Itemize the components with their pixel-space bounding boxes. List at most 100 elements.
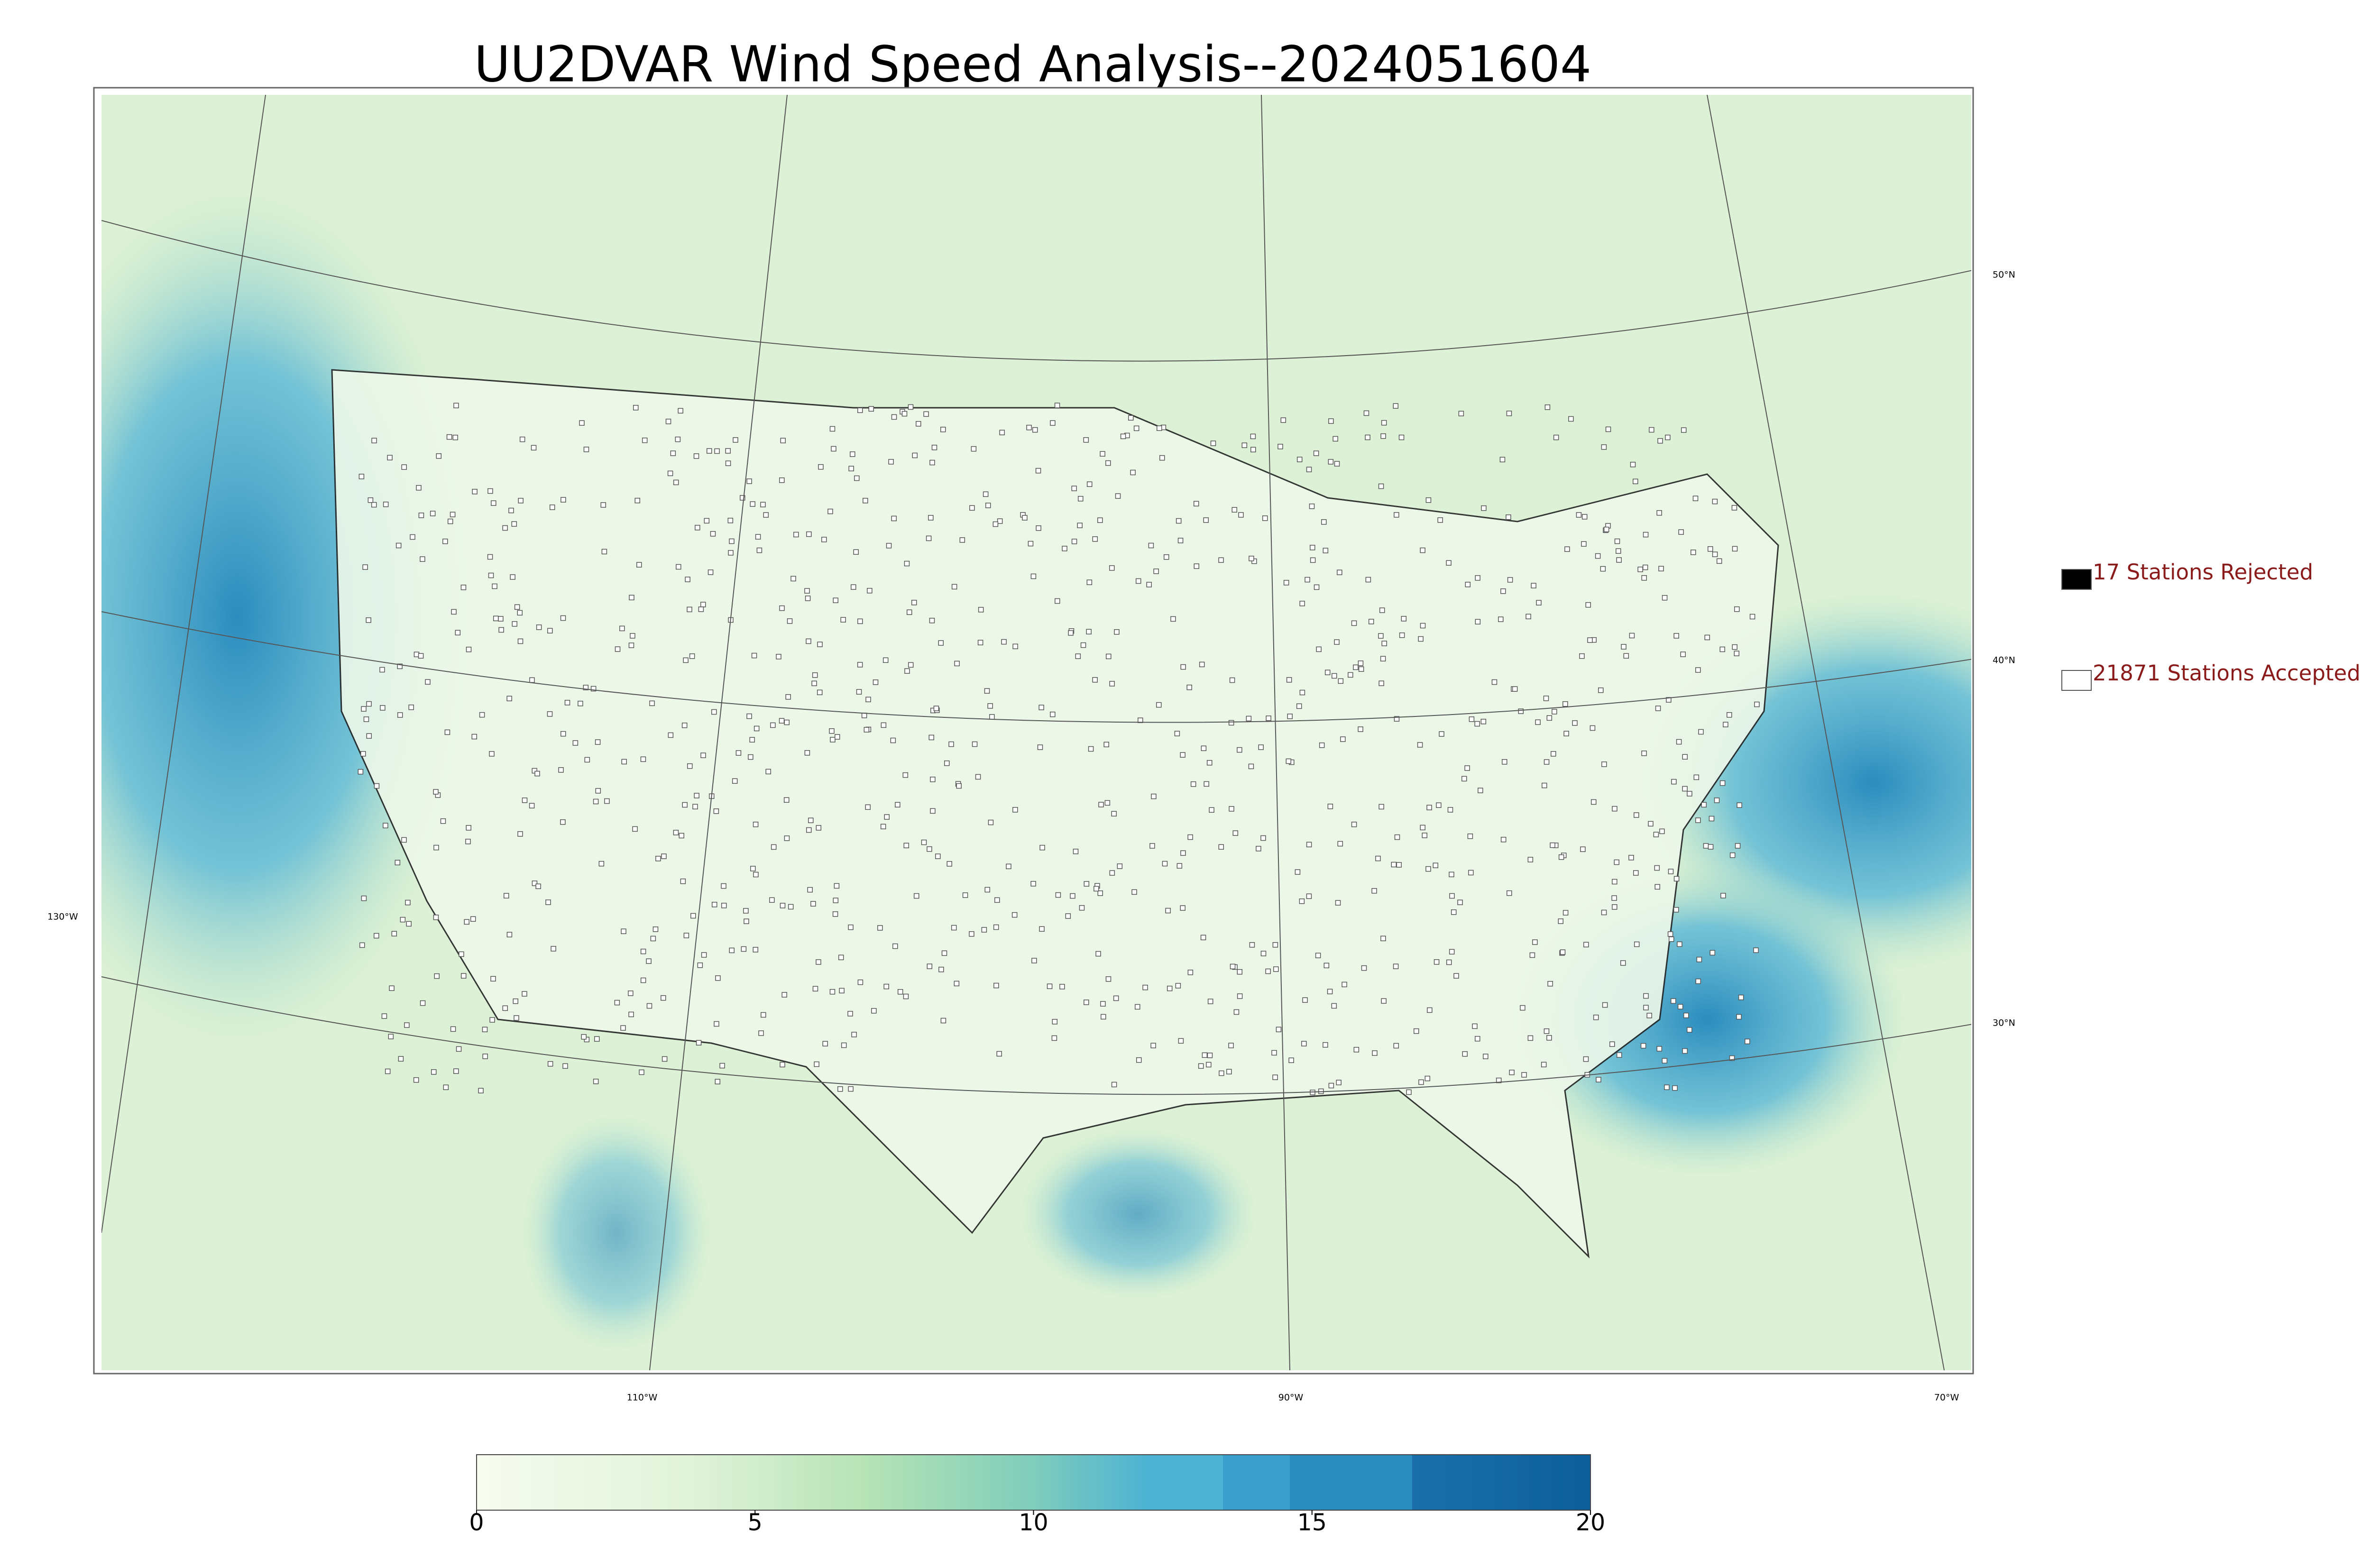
station-marker bbox=[1427, 1007, 1433, 1013]
station-marker bbox=[1105, 653, 1112, 660]
station-marker bbox=[1250, 447, 1256, 453]
station-marker bbox=[1413, 1028, 1419, 1034]
station-marker bbox=[1572, 720, 1578, 726]
station-marker bbox=[708, 569, 714, 575]
station-marker bbox=[985, 503, 991, 508]
station-marker bbox=[1149, 843, 1155, 849]
station-marker bbox=[1237, 969, 1243, 975]
station-marker bbox=[1754, 701, 1760, 707]
station-marker bbox=[652, 926, 659, 932]
station-marker bbox=[951, 925, 957, 931]
station-marker bbox=[721, 883, 726, 889]
station-marker bbox=[715, 1079, 721, 1084]
station-marker bbox=[1134, 1004, 1140, 1010]
station-marker bbox=[931, 445, 937, 450]
station-marker bbox=[913, 893, 919, 899]
station-marker bbox=[676, 564, 681, 570]
station-marker bbox=[1727, 712, 1732, 718]
station-marker bbox=[1026, 424, 1032, 431]
station-marker bbox=[1054, 403, 1060, 408]
station-marker bbox=[868, 406, 874, 412]
station-marker bbox=[863, 498, 868, 504]
station-marker bbox=[1393, 403, 1398, 409]
station-marker bbox=[1353, 664, 1359, 670]
station-marker bbox=[1512, 686, 1518, 692]
station-marker bbox=[1418, 636, 1424, 642]
station-marker bbox=[488, 572, 494, 578]
station-marker bbox=[1616, 557, 1622, 563]
station-marker bbox=[857, 618, 863, 624]
station-marker bbox=[431, 1069, 437, 1075]
station-marker bbox=[1666, 697, 1672, 703]
station-marker bbox=[1190, 781, 1196, 787]
colorbar-tick-label: 0 bbox=[469, 1509, 484, 1536]
station-marker bbox=[358, 474, 365, 479]
station-marker bbox=[779, 477, 785, 483]
station-marker bbox=[850, 451, 855, 457]
station-marker bbox=[698, 606, 704, 612]
station-marker bbox=[416, 485, 422, 491]
station-marker bbox=[1371, 888, 1377, 894]
station-marker bbox=[891, 414, 897, 420]
station-marker bbox=[493, 615, 499, 622]
station-marker bbox=[466, 825, 471, 831]
station-marker bbox=[1587, 637, 1593, 643]
station-marker bbox=[379, 667, 385, 673]
station-marker bbox=[1228, 1043, 1234, 1048]
station-marker bbox=[1232, 830, 1239, 836]
station-marker bbox=[450, 512, 456, 517]
station-marker bbox=[388, 1034, 394, 1039]
station-marker bbox=[902, 772, 909, 778]
station-marker bbox=[812, 672, 818, 678]
station-marker bbox=[940, 427, 946, 432]
station-marker bbox=[1174, 731, 1180, 736]
station-marker bbox=[1600, 566, 1606, 572]
station-marker bbox=[620, 1025, 626, 1031]
station-marker bbox=[1334, 461, 1340, 467]
station-marker bbox=[1207, 999, 1213, 1004]
station-marker bbox=[834, 734, 840, 740]
station-marker bbox=[1313, 450, 1319, 456]
station-marker bbox=[1187, 970, 1194, 975]
station-marker bbox=[1039, 844, 1045, 851]
station-marker bbox=[1204, 781, 1209, 787]
station-marker bbox=[1271, 1050, 1277, 1056]
station-marker bbox=[755, 534, 761, 540]
station-marker bbox=[1342, 981, 1347, 988]
station-marker bbox=[662, 1056, 668, 1062]
station-marker bbox=[829, 426, 836, 432]
station-marker bbox=[700, 752, 706, 758]
station-marker bbox=[1601, 761, 1607, 767]
station-marker bbox=[883, 983, 889, 990]
station-marker bbox=[549, 504, 555, 510]
station-marker bbox=[1101, 1014, 1106, 1020]
station-marker bbox=[1691, 550, 1696, 555]
station-marker bbox=[1334, 639, 1340, 645]
station-marker bbox=[1465, 582, 1471, 587]
station-marker bbox=[1001, 639, 1007, 645]
station-marker bbox=[1735, 843, 1741, 849]
station-marker bbox=[1111, 1082, 1117, 1088]
station-marker bbox=[1732, 644, 1737, 650]
station-marker bbox=[529, 803, 535, 808]
station-marker bbox=[1596, 1077, 1601, 1082]
station-marker bbox=[1194, 563, 1200, 569]
station-marker bbox=[714, 1021, 719, 1027]
station-marker bbox=[451, 609, 457, 615]
station-marker bbox=[1657, 438, 1663, 444]
station-marker bbox=[513, 998, 518, 1004]
station-marker bbox=[1037, 744, 1043, 750]
station-marker bbox=[847, 1011, 853, 1017]
station-marker bbox=[1365, 434, 1370, 440]
station-marker bbox=[999, 430, 1005, 435]
station-marker bbox=[418, 653, 424, 659]
station-marker bbox=[1309, 545, 1315, 550]
station-marker bbox=[511, 521, 517, 527]
station-marker bbox=[1712, 498, 1718, 504]
station-marker bbox=[1299, 689, 1305, 696]
station-marker bbox=[689, 653, 695, 659]
station-marker bbox=[851, 1032, 857, 1037]
station-marker bbox=[385, 1068, 391, 1074]
station-marker bbox=[1541, 1062, 1547, 1068]
